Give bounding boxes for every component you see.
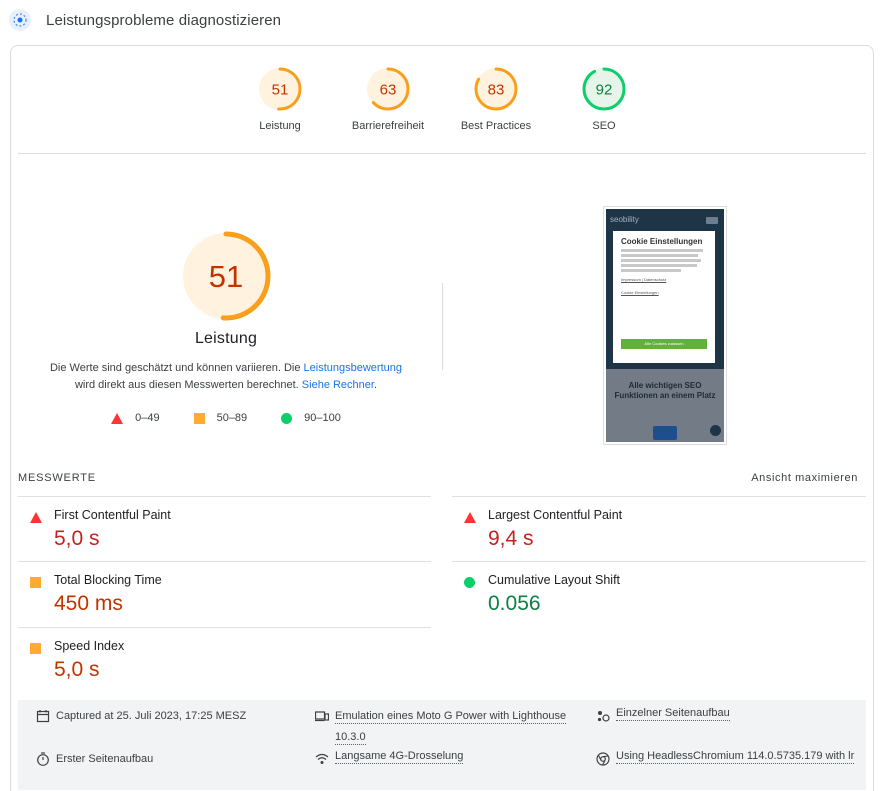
score-legend: 0–49 50–89 90–100 [11, 412, 441, 424]
gauge-accessibility[interactable]: 63 Barrierefreiheit [338, 66, 438, 132]
legend-poor-range: 0–49 [135, 412, 160, 424]
gauge-seo-label: SEO [592, 120, 616, 132]
gauge-seo-ring: 92 [582, 67, 626, 111]
performance-description: Die Werte sind geschätzt und können vari… [11, 360, 441, 394]
metric-fcp-name: First Contentful Paint [54, 508, 171, 522]
metric-tbt-value: 450 ms [54, 592, 123, 615]
metric-fcp-value: 5,0 s [54, 527, 100, 550]
legend-good: 90–100 [281, 412, 341, 424]
category-gauges: 51 Leistung 63 Barrierefreiheit 83 Best … [11, 66, 873, 146]
triangle-icon [464, 510, 476, 528]
gauge-performance[interactable]: 51 Leistung [230, 66, 330, 132]
thumb-logo: seobility [610, 215, 639, 224]
captured-info: Captured at 25. Juli 2023, 17:25 MESZ [36, 706, 246, 727]
devices-icon [315, 711, 329, 722]
divider [18, 153, 866, 154]
gauge-seo[interactable]: 92 SEO [554, 66, 654, 132]
metric-si-name: Speed Index [54, 639, 125, 653]
emulation-text: Emulation eines Moto G Power with Lighth… [335, 710, 567, 724]
page-title: Leistungsprobleme diagnostizieren [46, 11, 282, 29]
calendar-icon [36, 710, 50, 723]
metric-lcp-name: Largest Contentful Paint [488, 508, 623, 522]
gauge-accessibility-score: 63 [380, 82, 397, 99]
browser-text: Using HeadlessChromium 114.0.5735.179 wi… [616, 750, 855, 764]
metric-cls[interactable]: Cumulative Layout Shift 0.056 [452, 561, 866, 627]
metric-si[interactable]: Speed Index 5,0 s [18, 627, 431, 693]
gauge-best-practices-ring: 83 [474, 67, 518, 111]
chrome-icon [596, 752, 610, 766]
first-load-text: Erster Seitenaufbau [56, 753, 154, 765]
square-icon [193, 412, 205, 424]
browser-info[interactable]: Using HeadlessChromium 114.0.5735.179 wi… [596, 749, 866, 766]
triangle-icon [30, 510, 42, 528]
square-icon [30, 641, 41, 659]
single-load-info[interactable]: Einzelner Seitenaufbau [596, 706, 730, 723]
desc-text-1: Die Werte sind geschätzt und können vari… [49, 362, 304, 374]
metric-cls-name: Cumulative Layout Shift [488, 573, 621, 587]
gauge-accessibility-ring: 63 [366, 67, 410, 111]
cookie-accept-button: Alle Cookies zulassen [621, 339, 707, 349]
cookie-modal-title: Cookie Einstellungen [621, 237, 703, 246]
hamburger-icon [706, 217, 718, 224]
calculator-link[interactable]: Siehe Rechner [301, 379, 374, 391]
gauge-performance-label: Leistung [259, 120, 301, 132]
final-screenshot[interactable]: seobility Cookie Einstellungen Impressum… [603, 206, 727, 445]
metric-lcp-value: 9,4 s [488, 527, 534, 550]
metric-fcp[interactable]: First Contentful Paint 5,0 s [18, 496, 431, 562]
throttling-text: Langsame 4G-Drosselung [335, 750, 464, 764]
legend-good-range: 90–100 [304, 412, 341, 424]
vertical-divider [442, 283, 443, 370]
legend-poor: 0–49 [111, 412, 160, 424]
cookie-modal: Cookie Einstellungen Impressum | Datensc… [613, 231, 715, 363]
timer-icon [37, 752, 49, 766]
gauge-best-practices-score: 83 [488, 82, 505, 99]
scoring-link[interactable]: Leistungsbewertung [303, 362, 402, 374]
performance-title: Leistung [194, 330, 258, 347]
bubbles-icon [597, 711, 610, 722]
chat-icon [710, 425, 721, 436]
metric-lcp[interactable]: Largest Contentful Paint 9,4 s [452, 496, 866, 562]
single-load-text: Einzelner Seitenaufbau [616, 707, 730, 721]
metric-tbt-name: Total Blocking Time [54, 573, 162, 587]
legend-average: 50–89 [193, 412, 248, 424]
metric-cls-value: 0.056 [488, 592, 541, 615]
expand-view-button[interactable]: Ansicht maximieren [751, 472, 858, 484]
metric-si-value: 5,0 s [54, 658, 100, 681]
page-header: Leistungsprobleme diagnostizieren [9, 8, 281, 32]
gauge-best-practices-label: Best Practices [460, 120, 532, 132]
desc-text-3: . [373, 379, 378, 391]
performance-summary: 51 Leistung Die Werte sind geschätzt und… [11, 231, 441, 424]
performance-score: 51 [209, 259, 243, 294]
gauge-performance-ring: 51 [258, 67, 302, 111]
square-icon [30, 575, 41, 593]
triangle-icon [111, 412, 124, 424]
captured-text: Captured at 25. Juli 2023, 17:25 MESZ [56, 710, 247, 722]
gauge-seo-score: 92 [596, 82, 613, 99]
cookie-modal-settings: Cookie Einstellungen [621, 290, 659, 295]
cookie-modal-links: Impressum | Datenschutz [621, 277, 667, 282]
circle-icon [464, 575, 475, 593]
performance-gauge: 51 [181, 231, 271, 321]
runtime-settings: Captured at 25. Juli 2023, 17:25 MESZ Em… [18, 700, 866, 790]
metric-tbt[interactable]: Total Blocking Time 450 ms [18, 561, 431, 627]
gear-icon [653, 426, 677, 440]
gauge-accessibility-label: Barrierefreiheit [351, 120, 425, 132]
first-load-info: Erster Seitenaufbau [36, 749, 153, 770]
metrics-section-label: MESSWERTE [18, 472, 96, 484]
report-card: 51 Leistung 63 Barrierefreiheit 83 Best … [10, 45, 874, 791]
wifi-icon [315, 753, 329, 764]
throttling-info[interactable]: Langsame 4G-Drosselung [315, 749, 464, 766]
emulation-info[interactable]: Emulation eines Moto G Power with Lighth… [315, 706, 585, 748]
gauge-performance-score: 51 [272, 82, 289, 99]
circle-icon [281, 412, 293, 424]
lighthouse-icon [9, 9, 31, 31]
emulation-version-text: 10.3.0 [335, 731, 366, 745]
desc-text-2: wird direkt aus diesen Messwerten berech… [74, 379, 302, 391]
legend-average-range: 50–89 [216, 412, 248, 424]
gauge-best-practices[interactable]: 83 Best Practices [446, 66, 546, 132]
thumb-hero-text: Alle wichtigen SEO Funktionen an einem P… [614, 381, 716, 400]
